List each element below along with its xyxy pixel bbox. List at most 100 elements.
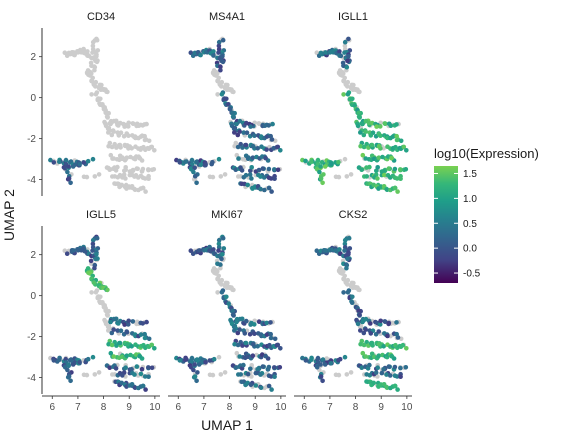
y-tick-label: -4 [27,373,36,384]
data-point [272,336,278,342]
data-point [318,176,324,181]
data-point [111,156,116,161]
data-point [358,341,363,347]
data-point [241,362,246,368]
y-tick-label: 2 [30,52,36,63]
data-point [90,156,96,162]
data-point [249,165,254,170]
data-point [342,241,348,247]
data-point [210,372,216,378]
data-point [344,265,349,271]
data-point [384,385,390,391]
data-point [348,172,354,177]
data-point [91,82,97,87]
data-point [342,39,348,45]
data-point [210,159,215,165]
data-point [111,327,116,332]
data-point [117,142,123,148]
data-point [90,354,96,360]
data-point [126,133,131,138]
data-point [57,357,62,363]
data-point [385,333,390,339]
data-point [92,372,98,377]
data-point [115,328,120,333]
data-point [235,132,241,138]
x-tick-label: 9 [126,402,132,413]
data-point [258,174,263,179]
data-point [239,379,244,385]
y-tick-label: 2 [30,250,36,261]
data-point [71,248,76,253]
data-point [266,123,272,128]
data-point [211,247,216,252]
data-point [138,134,144,139]
data-point [272,167,277,172]
legend-tick-label: 1.5 [463,169,477,180]
data-point [98,96,103,102]
data-point [124,155,130,160]
data-point [218,67,223,73]
data-point [219,58,224,64]
data-point [376,155,382,160]
data-point [258,372,263,377]
data-point [272,374,277,380]
data-point [203,162,208,167]
legend-tick-label: 0.0 [463,244,477,255]
y-tick-label: -2 [27,134,36,145]
data-point [85,49,90,54]
data-point [368,331,374,336]
expressed-points [300,235,409,392]
data-point [90,248,95,253]
data-point [90,43,96,49]
data-point [146,365,151,370]
data-point [118,328,124,334]
data-point [216,156,222,162]
data-point [275,144,281,150]
data-point [237,327,242,332]
data-point [318,362,323,367]
data-point [139,366,145,372]
x-tick-label: 8 [227,402,233,413]
data-point [314,365,320,370]
data-point [96,370,102,375]
data-point [215,92,220,97]
data-point [65,367,70,373]
data-point [88,258,94,264]
x-tick-label: 7 [75,402,81,413]
data-point [268,176,274,181]
data-point [211,53,216,58]
panel-title: CD34 [87,11,115,23]
data-point [129,344,134,349]
data-point [381,169,386,174]
data-point [149,365,155,371]
x-tick-label: 8 [101,402,107,413]
data-point [278,346,283,351]
data-point [105,114,110,120]
data-point [277,365,283,370]
data-point [243,172,249,178]
data-point [247,172,253,177]
legend-colorbar [434,166,458,283]
data-point [342,354,348,360]
data-point [126,120,131,126]
data-point [221,246,227,251]
data-point [70,164,76,169]
data-point [84,174,90,180]
data-point [183,159,188,164]
data-point [203,360,208,365]
data-point [142,176,148,181]
data-point [142,133,147,139]
data-point [263,155,268,161]
data-point [266,364,272,370]
data-point [357,312,362,318]
y-tick-label: -4 [27,175,36,186]
data-point [378,124,383,129]
data-point [218,64,223,69]
data-point [317,169,322,175]
data-point [108,152,114,158]
data-point [66,176,72,181]
data-point [361,330,367,336]
data-point [90,237,96,243]
data-point [230,308,235,314]
data-point [361,144,367,150]
